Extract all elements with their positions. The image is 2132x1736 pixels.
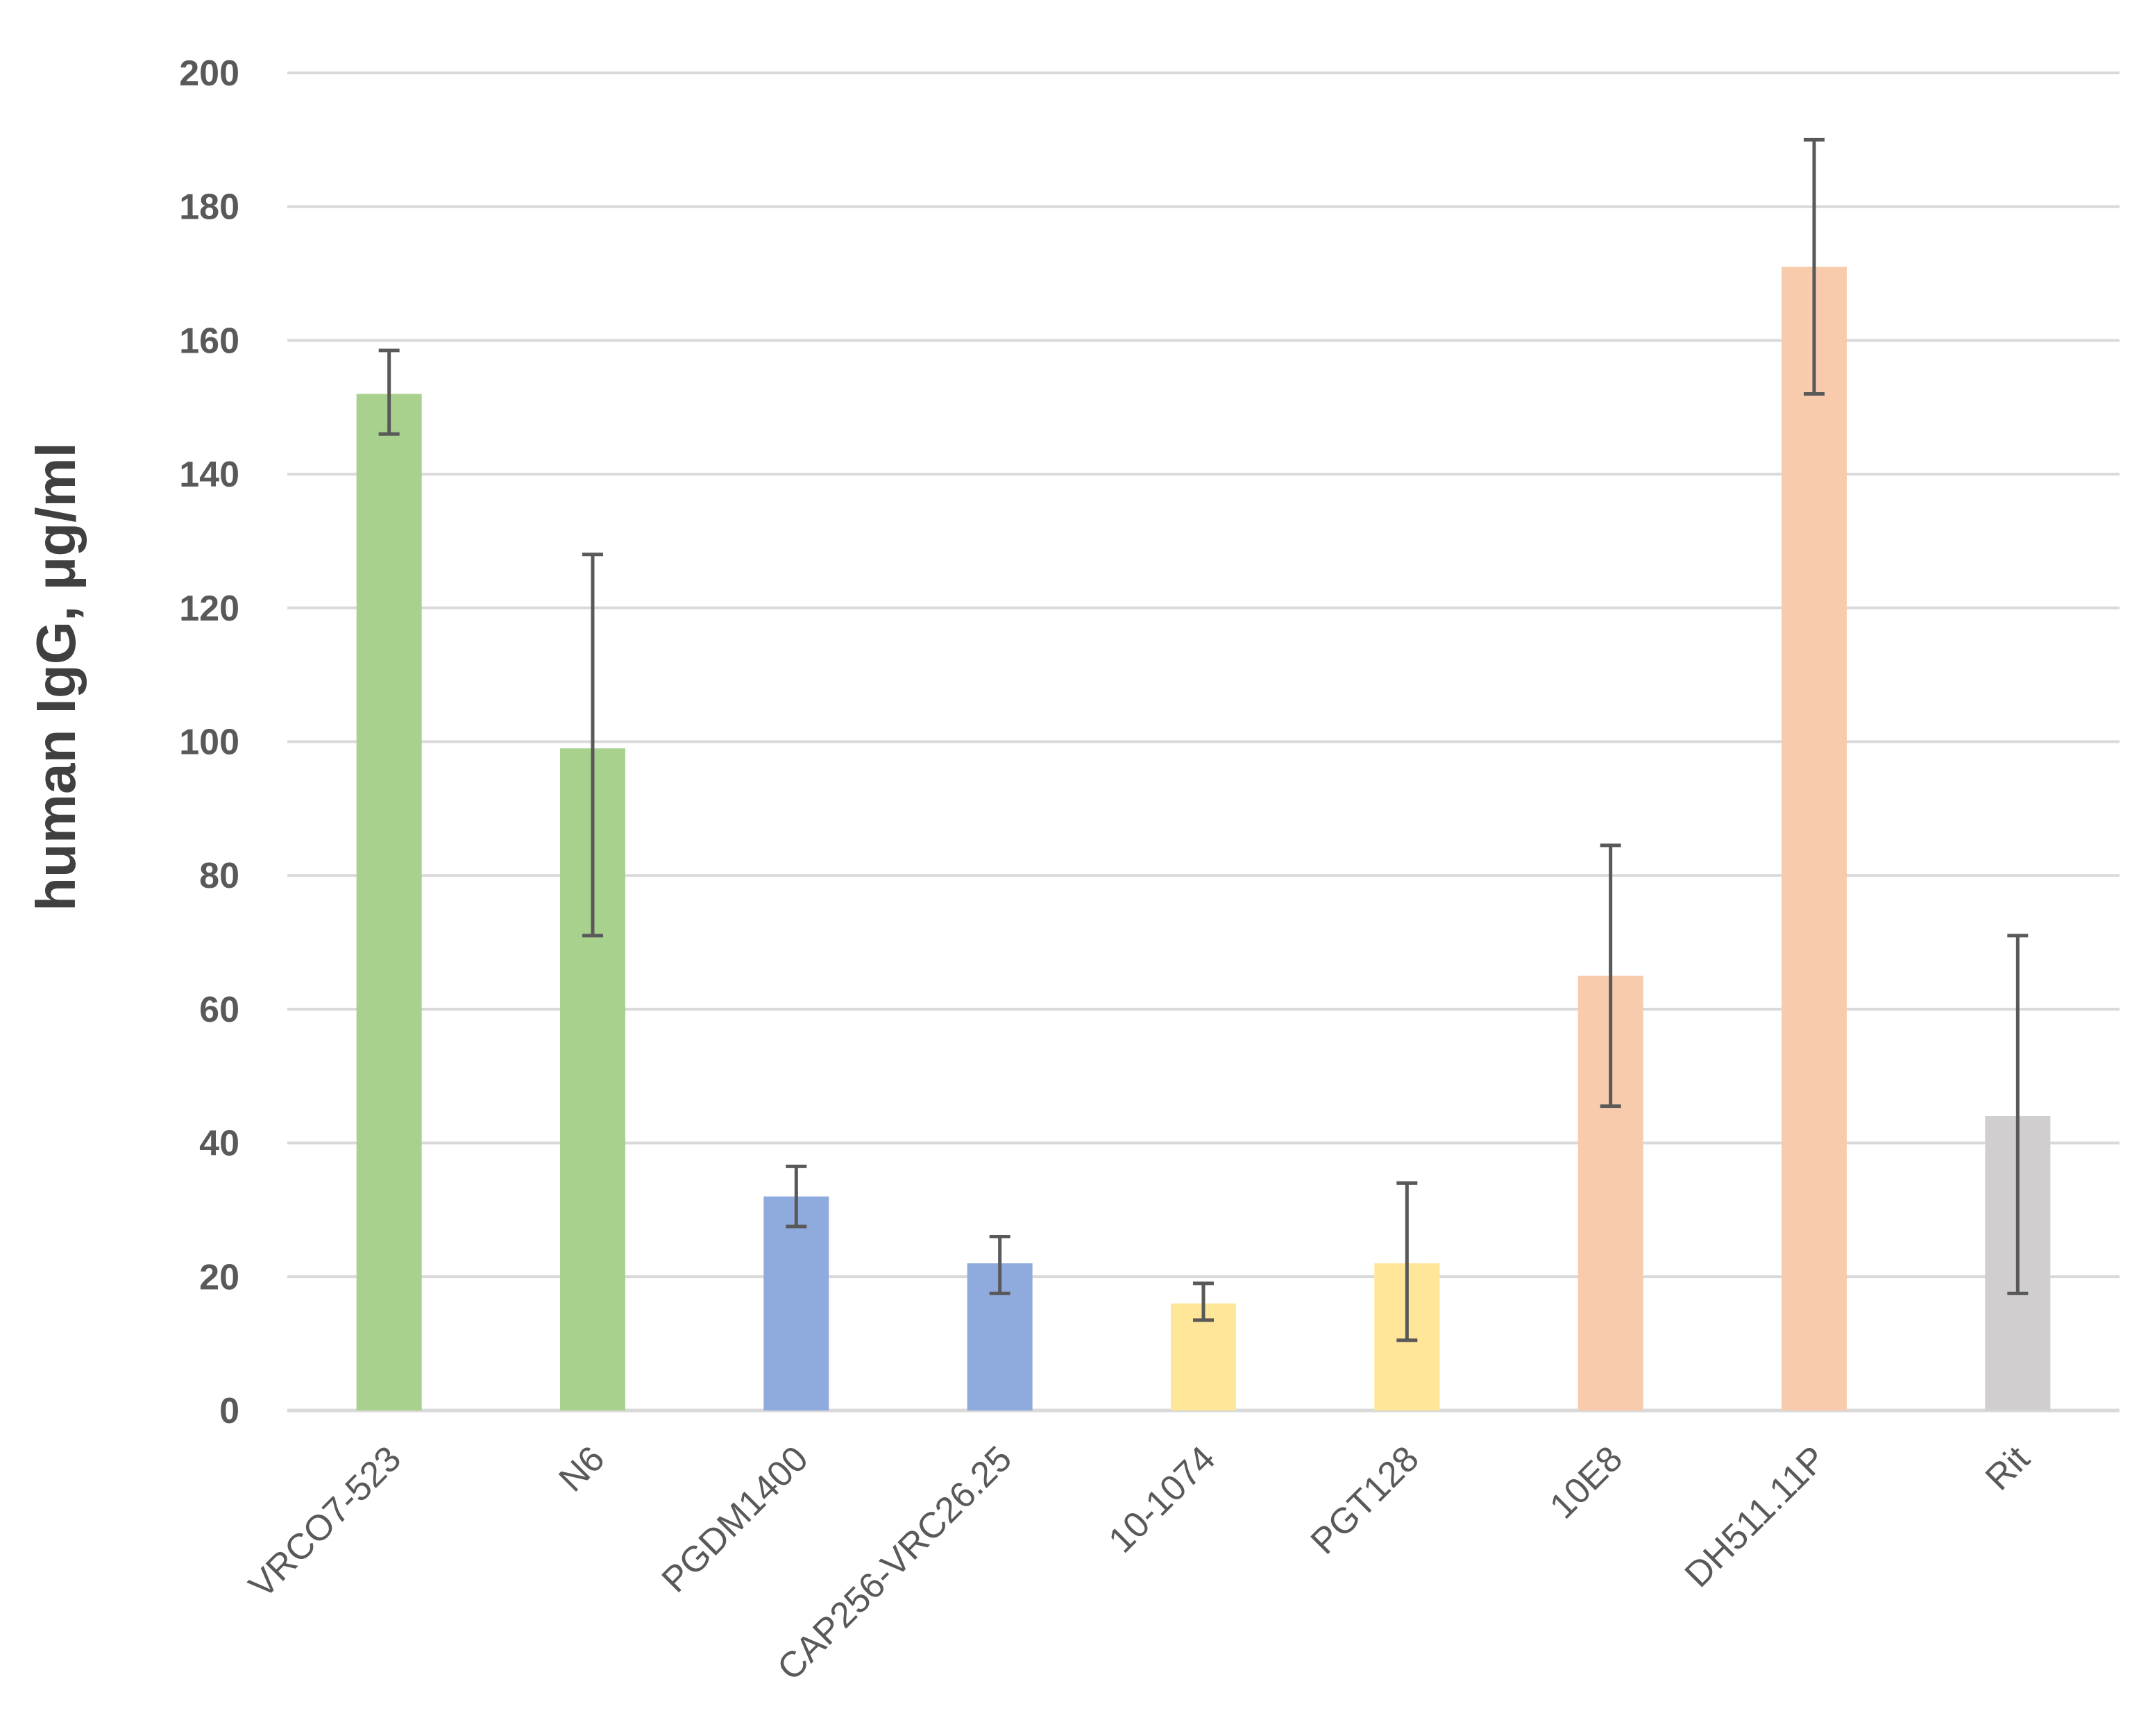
bar	[763, 1196, 829, 1410]
y-tick-label: 80	[199, 856, 239, 896]
y-axis-title: human IgG, μg/ml	[25, 442, 87, 911]
bar	[356, 394, 422, 1410]
y-axis-ticks: 0 20 40 60 80 100 120 140 160 180 200	[179, 53, 239, 1431]
y-tick-label: 60	[199, 990, 239, 1030]
y-tick-label: 0	[219, 1391, 239, 1431]
y-tick-label: 20	[199, 1257, 239, 1297]
x-category-label: PGDM1400	[654, 1438, 816, 1600]
x-category-label: 10E8	[1542, 1438, 1630, 1526]
y-tick-label: 100	[179, 723, 239, 763]
x-category-label: DH511.11P	[1677, 1438, 1834, 1595]
error-bars	[378, 137, 2029, 1342]
x-category-label: N6	[551, 1438, 612, 1499]
x-category-label: CAP256-VRC26.25	[770, 1438, 1020, 1688]
y-tick-label: 180	[179, 187, 239, 228]
x-category-label: Rit	[1978, 1438, 2038, 1498]
x-category-label: VRCO7-523	[242, 1438, 409, 1606]
x-category-label: 10-1074	[1101, 1438, 1224, 1560]
y-tick-label: 120	[179, 589, 239, 629]
y-tick-label: 140	[179, 455, 239, 495]
x-category-label: PGT128	[1303, 1438, 1427, 1562]
y-tick-label: 160	[179, 321, 239, 361]
bars	[356, 267, 2051, 1410]
y-tick-label: 40	[199, 1124, 239, 1164]
y-tick-label: 200	[179, 53, 239, 94]
bar	[1782, 267, 1847, 1410]
